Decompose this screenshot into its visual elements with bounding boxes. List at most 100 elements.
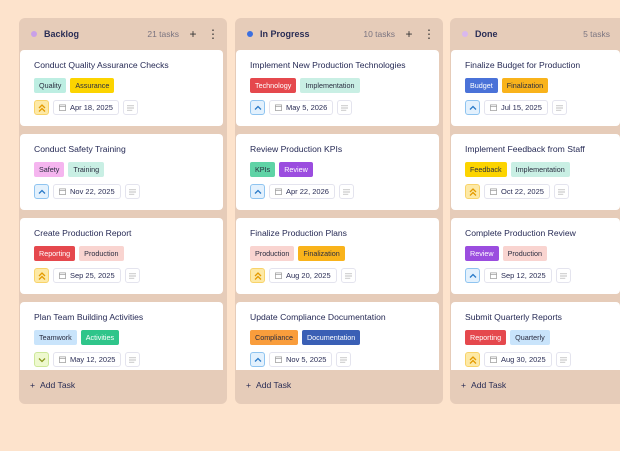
due-date[interactable]: May 5, 2026: [269, 100, 334, 115]
date-text: May 12, 2025: [70, 355, 116, 364]
column-done: Done 5 tasks Finalize Budget for Product…: [450, 18, 620, 404]
calendar-icon: [275, 188, 282, 195]
task-card[interactable]: Conduct Quality Assurance Checks Quality…: [20, 50, 223, 126]
tag: Activities: [80, 330, 120, 345]
date-text: Jul 15, 2025: [501, 103, 542, 112]
due-date[interactable]: Jul 15, 2025: [484, 100, 548, 115]
chevron-up-icon[interactable]: [465, 100, 480, 115]
task-title: Conduct Safety Training: [34, 144, 126, 154]
task-card[interactable]: Create Production Report Reporting Produc…: [20, 218, 223, 294]
due-date[interactable]: Aug 30, 2025: [484, 352, 552, 367]
column-header: Backlog 21 tasks + ⋮: [19, 18, 227, 50]
tag: Implementation: [300, 78, 360, 93]
task-card[interactable]: Complete Production Review Review Product…: [451, 218, 620, 294]
tag: Technology: [250, 78, 297, 93]
add-task-button[interactable]: + Add Task: [30, 380, 75, 390]
tag: Safety: [34, 162, 65, 177]
task-card[interactable]: Finalize Budget for Production Budget Fin…: [451, 50, 620, 126]
task-card[interactable]: Plan Team Building Activities Teamwork Ac…: [20, 302, 223, 370]
description-icon[interactable]: [125, 352, 141, 367]
description-icon[interactable]: [336, 352, 352, 367]
due-date[interactable]: Apr 22, 2026: [269, 184, 335, 199]
due-date[interactable]: Nov 5, 2025: [269, 352, 333, 367]
task-card[interactable]: Conduct Safety Training Safety Training N…: [20, 134, 223, 210]
task-title: Implement New Production Technologies: [250, 60, 406, 70]
chevron-up-icon[interactable]: [465, 268, 480, 283]
chevron-up-icon[interactable]: [250, 100, 265, 115]
task-card[interactable]: Submit Quarterly Reports Reporting Quarte…: [451, 302, 620, 370]
add-task-label: Add Task: [40, 380, 76, 390]
task-card[interactable]: Implement Feedback from Staff Feedback Im…: [451, 134, 620, 210]
due-date[interactable]: Aug 20, 2025: [269, 268, 337, 283]
card-list[interactable]: Conduct Quality Assurance Checks Quality…: [19, 50, 227, 372]
tag: Compliance: [250, 330, 298, 345]
date-text: Oct 22, 2025: [501, 187, 544, 196]
task-card[interactable]: Implement New Production Technologies Te…: [236, 50, 439, 126]
chevron-down-icon[interactable]: [34, 352, 49, 367]
description-icon[interactable]: [553, 184, 569, 199]
tag: Teamwork: [34, 330, 77, 345]
plus-icon[interactable]: +: [405, 27, 413, 41]
task-card[interactable]: Finalize Production Plans Production Fina…: [236, 218, 439, 294]
due-date[interactable]: Sep 25, 2025: [53, 268, 121, 283]
double-chevron-up-icon[interactable]: [465, 352, 480, 367]
double-chevron-up-icon[interactable]: [250, 268, 265, 283]
tag: Finalization: [298, 246, 345, 261]
double-chevron-up-icon[interactable]: [465, 184, 480, 199]
task-card[interactable]: Review Production KPIs KPIs Review Apr 22…: [236, 134, 439, 210]
date-text: Sep 25, 2025: [70, 271, 115, 280]
add-task-button[interactable]: + Add Task: [246, 380, 291, 390]
calendar-icon: [490, 188, 497, 195]
column-title: Done: [475, 29, 498, 39]
double-chevron-up-icon[interactable]: [34, 100, 49, 115]
double-chevron-up-icon[interactable]: [34, 268, 49, 283]
task-count: 5 tasks: [583, 29, 610, 39]
status-dot: [247, 31, 253, 37]
due-date[interactable]: Nov 22, 2025: [53, 184, 121, 199]
tag: Quality: [34, 78, 67, 93]
description-icon[interactable]: [124, 184, 140, 199]
tag: Review: [279, 162, 313, 177]
date-text: Sep 12, 2025: [501, 271, 546, 280]
due-date[interactable]: Sep 12, 2025: [484, 268, 552, 283]
chevron-up-icon[interactable]: [34, 184, 49, 199]
task-count: 10 tasks: [363, 29, 395, 39]
card-list[interactable]: Implement New Production Technologies Te…: [235, 50, 443, 372]
due-date[interactable]: Apr 18, 2025: [53, 100, 119, 115]
task-title: Conduct Quality Assurance Checks: [34, 60, 169, 70]
task-title: Implement Feedback from Staff: [465, 144, 585, 154]
add-task-button[interactable]: + Add Task: [461, 380, 506, 390]
chevron-up-icon[interactable]: [250, 184, 265, 199]
task-title: Create Production Report: [34, 228, 132, 238]
description-icon[interactable]: [340, 268, 356, 283]
description-icon[interactable]: [122, 100, 138, 115]
description-icon[interactable]: [124, 268, 140, 283]
tag: Reporting: [34, 246, 76, 261]
description-icon[interactable]: [337, 100, 353, 115]
due-date[interactable]: May 12, 2025: [53, 352, 122, 367]
plus-icon: +: [246, 380, 252, 390]
calendar-icon: [275, 104, 282, 111]
calendar-icon: [490, 356, 497, 363]
description-icon[interactable]: [555, 352, 571, 367]
due-date[interactable]: Oct 22, 2025: [484, 184, 550, 199]
plus-icon[interactable]: +: [189, 27, 197, 41]
task-card[interactable]: Update Compliance Documentation Complian…: [236, 302, 439, 370]
description-icon[interactable]: [551, 100, 567, 115]
tag: Finalization: [501, 78, 549, 93]
status-dot: [462, 31, 468, 37]
tag: Budget: [465, 78, 498, 93]
more-vertical-icon[interactable]: ⋮: [423, 27, 435, 41]
plus-icon: +: [461, 380, 467, 390]
calendar-icon: [59, 188, 66, 195]
description-icon[interactable]: [555, 268, 571, 283]
task-title: Submit Quarterly Reports: [465, 312, 562, 322]
description-icon[interactable]: [338, 184, 354, 199]
tag: Feedback: [465, 162, 507, 177]
date-text: Apr 22, 2026: [286, 187, 329, 196]
more-vertical-icon[interactable]: ⋮: [207, 27, 219, 41]
chevron-up-icon[interactable]: [250, 352, 265, 367]
column-title: Backlog: [44, 29, 80, 39]
tag: Training: [68, 162, 105, 177]
card-list[interactable]: Finalize Budget for Production Budget Fin…: [450, 50, 620, 372]
